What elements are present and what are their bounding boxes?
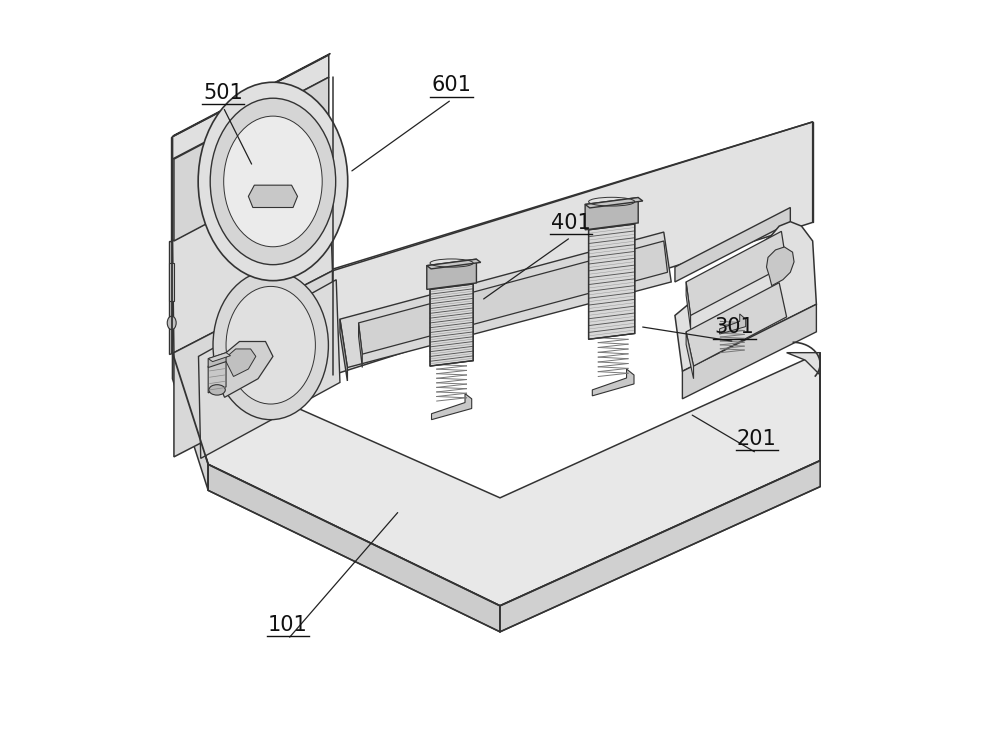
Polygon shape bbox=[340, 232, 671, 368]
Ellipse shape bbox=[167, 316, 176, 329]
Text: 601: 601 bbox=[432, 75, 472, 95]
Polygon shape bbox=[208, 352, 226, 368]
Ellipse shape bbox=[209, 385, 225, 395]
Polygon shape bbox=[174, 271, 333, 457]
Polygon shape bbox=[340, 320, 347, 381]
Polygon shape bbox=[169, 263, 174, 301]
Polygon shape bbox=[686, 283, 787, 366]
Ellipse shape bbox=[198, 82, 348, 280]
Polygon shape bbox=[585, 197, 638, 230]
Text: 301: 301 bbox=[715, 317, 754, 337]
Polygon shape bbox=[359, 323, 362, 368]
Polygon shape bbox=[675, 208, 790, 282]
Polygon shape bbox=[208, 464, 500, 632]
Polygon shape bbox=[686, 332, 694, 379]
Ellipse shape bbox=[226, 286, 315, 404]
Polygon shape bbox=[169, 241, 172, 354]
Polygon shape bbox=[174, 77, 329, 241]
Polygon shape bbox=[686, 231, 787, 316]
Polygon shape bbox=[686, 282, 691, 328]
Text: 401: 401 bbox=[551, 213, 591, 232]
Polygon shape bbox=[172, 53, 330, 136]
Polygon shape bbox=[767, 247, 794, 286]
Polygon shape bbox=[682, 304, 816, 399]
Polygon shape bbox=[585, 197, 643, 208]
Polygon shape bbox=[720, 314, 746, 334]
Polygon shape bbox=[359, 241, 668, 354]
Polygon shape bbox=[172, 352, 820, 606]
Polygon shape bbox=[675, 222, 816, 371]
Polygon shape bbox=[213, 159, 231, 183]
Polygon shape bbox=[198, 280, 340, 458]
Polygon shape bbox=[208, 360, 226, 393]
Text: 501: 501 bbox=[203, 82, 243, 103]
Polygon shape bbox=[225, 349, 256, 376]
Polygon shape bbox=[327, 122, 813, 375]
Polygon shape bbox=[589, 224, 635, 339]
Ellipse shape bbox=[210, 98, 336, 265]
Polygon shape bbox=[216, 341, 273, 398]
Polygon shape bbox=[432, 394, 472, 420]
Text: 101: 101 bbox=[268, 615, 308, 634]
Polygon shape bbox=[430, 284, 473, 366]
Polygon shape bbox=[172, 55, 329, 159]
Polygon shape bbox=[315, 141, 333, 165]
Polygon shape bbox=[427, 260, 481, 269]
Text: 201: 201 bbox=[737, 429, 777, 448]
Polygon shape bbox=[248, 185, 298, 208]
Polygon shape bbox=[171, 136, 172, 242]
Polygon shape bbox=[592, 369, 634, 396]
Polygon shape bbox=[787, 352, 820, 375]
Polygon shape bbox=[172, 352, 208, 490]
Polygon shape bbox=[500, 460, 820, 632]
Ellipse shape bbox=[213, 271, 328, 420]
Polygon shape bbox=[427, 260, 476, 290]
Ellipse shape bbox=[224, 116, 322, 247]
Polygon shape bbox=[172, 159, 333, 352]
Polygon shape bbox=[208, 352, 231, 362]
